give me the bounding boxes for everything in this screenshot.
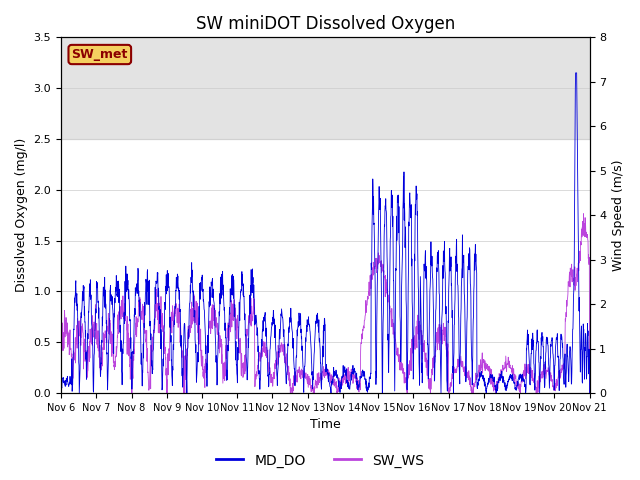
Y-axis label: Wind Speed (m/s): Wind Speed (m/s)	[612, 159, 625, 271]
Bar	[61, 37, 589, 139]
Text: SW_met: SW_met	[72, 48, 128, 61]
Title: SW miniDOT Dissolved Oxygen: SW miniDOT Dissolved Oxygen	[196, 15, 455, 33]
X-axis label: Time: Time	[310, 419, 340, 432]
Y-axis label: Dissolved Oxygen (mg/l): Dissolved Oxygen (mg/l)	[15, 138, 28, 292]
Legend: MD_DO, SW_WS: MD_DO, SW_WS	[210, 448, 430, 473]
